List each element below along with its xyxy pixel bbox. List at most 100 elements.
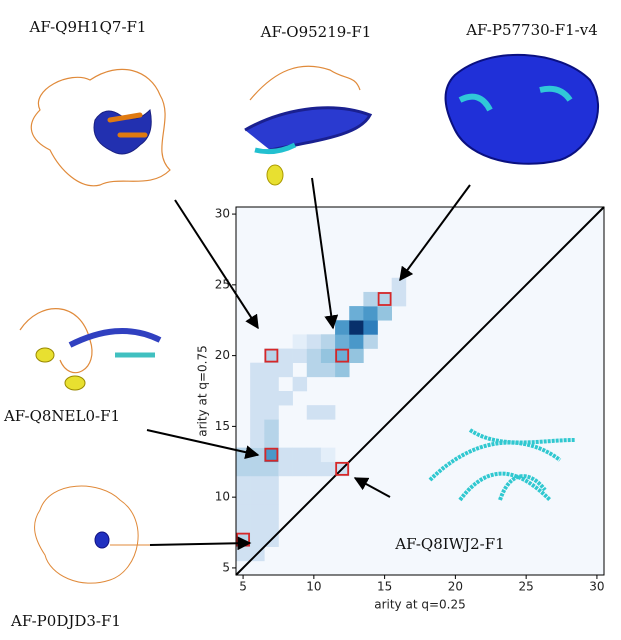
heat-cell — [363, 291, 378, 307]
protein-p57730 — [444, 53, 600, 165]
heat-cell — [320, 362, 336, 378]
protein-q8nel0 — [19, 308, 162, 391]
heat-cell — [250, 461, 265, 477]
heat-cell — [250, 475, 265, 491]
heat-cell — [306, 362, 322, 378]
heat-cell — [391, 291, 407, 307]
heat-cell — [292, 348, 308, 363]
heat-cell — [363, 334, 378, 349]
heat-cell — [250, 490, 265, 505]
heat-cell — [306, 447, 322, 463]
heat-cell — [264, 490, 279, 505]
y-tick-label: 25 — [215, 277, 230, 291]
heat-cell — [250, 433, 265, 448]
heat-cell — [264, 475, 279, 491]
heat-cell — [292, 334, 308, 349]
heat-cell — [377, 291, 392, 307]
protein-p0djd3 — [34, 485, 150, 584]
heat-cell — [349, 334, 364, 349]
heat-cell — [320, 334, 336, 349]
heat-cell — [264, 433, 279, 448]
heat-cell — [335, 334, 350, 349]
heat-cell — [250, 504, 265, 519]
y-tick-label: 10 — [215, 490, 230, 504]
marker — [264, 447, 279, 462]
protein-o95219 — [244, 65, 373, 186]
heat-cell — [264, 504, 279, 519]
y-tick-label: 20 — [215, 348, 230, 362]
protein-q9h1q7 — [30, 68, 171, 187]
arrows — [146, 177, 471, 551]
y-tick-label: 30 — [215, 207, 230, 221]
heat-cell — [377, 306, 392, 321]
heat-cell — [250, 362, 265, 378]
heat-cell — [335, 362, 350, 378]
x-tick-label: 10 — [306, 580, 321, 594]
heat-cell — [250, 532, 265, 547]
label: AF-Q8NEL0-F1 — [3, 407, 120, 425]
marker — [264, 348, 279, 363]
heat-cell — [306, 461, 322, 477]
label: AF-P57730-F1-v4 — [465, 21, 598, 39]
x-tick-label: 30 — [589, 580, 604, 594]
heat-cell — [363, 320, 378, 335]
plot-frame — [235, 206, 605, 576]
heat-cell — [391, 277, 407, 293]
label: AF-Q8IWJ2-F1 — [394, 535, 504, 553]
marker — [335, 461, 350, 476]
heat-cell — [236, 490, 251, 505]
heat-cell — [349, 320, 364, 335]
cells — [236, 277, 407, 562]
heat-cell — [250, 518, 265, 533]
heat-cell — [236, 504, 251, 519]
heat-cell — [320, 461, 336, 477]
heat-cell — [292, 376, 308, 392]
label: AF-P0DJD3-F1 — [10, 612, 121, 630]
labels: AF-Q9H1Q7-F1 AF-O95219-F1 AF-P57730-F1-v… — [3, 18, 598, 630]
heat-cell — [278, 391, 293, 406]
heat-cell — [292, 447, 308, 463]
marker — [377, 292, 392, 306]
heat-cell — [236, 461, 251, 477]
heat-cell — [306, 405, 322, 420]
diagonal — [235, 206, 605, 576]
plot-area: 5 10 15 20 25 30 5 10 15 20 25 30 arity at q=0.25 ari… — [196, 206, 605, 612]
heat-cell — [335, 348, 350, 363]
heat-cell — [250, 419, 265, 434]
y-axis-label: arity at q=0.75 — [196, 345, 210, 437]
heat-cell — [320, 405, 336, 420]
heat-cell — [264, 376, 279, 392]
heat-cell — [278, 461, 293, 477]
heat-cell — [264, 419, 279, 434]
heat-cell — [250, 405, 265, 420]
heat-cell — [264, 391, 279, 406]
heat-cell — [349, 306, 364, 321]
heat-cell — [236, 518, 251, 533]
x-tick-label: 20 — [448, 580, 463, 594]
heat-cell — [335, 320, 350, 335]
heat-cell — [264, 461, 279, 477]
label: AF-Q9H1Q7-F1 — [29, 18, 147, 36]
x-tick-label: 25 — [519, 580, 534, 594]
heat-cell — [320, 447, 336, 463]
heat-cell — [363, 306, 378, 321]
label: AF-O95219-F1 — [260, 23, 372, 41]
heat-cell — [236, 475, 251, 491]
heat-cell — [320, 348, 336, 363]
heat-cell — [278, 348, 293, 363]
heat-cell — [306, 348, 322, 363]
heat-cell — [264, 362, 279, 378]
x-tick-label: 5 — [239, 580, 247, 594]
heat-cell — [264, 348, 279, 363]
heat-cell — [264, 405, 279, 420]
heat-cell — [349, 348, 364, 363]
x-axis-label: arity at q=0.25 — [374, 598, 466, 612]
protein-q8iwj2 — [428, 428, 576, 502]
y-tick-label: 15 — [215, 419, 230, 433]
heat-cell — [278, 362, 293, 378]
heat-cell — [250, 391, 265, 406]
x-tick-label: 15 — [377, 580, 392, 594]
heat-cell — [306, 334, 322, 349]
heat-cell — [236, 546, 251, 562]
